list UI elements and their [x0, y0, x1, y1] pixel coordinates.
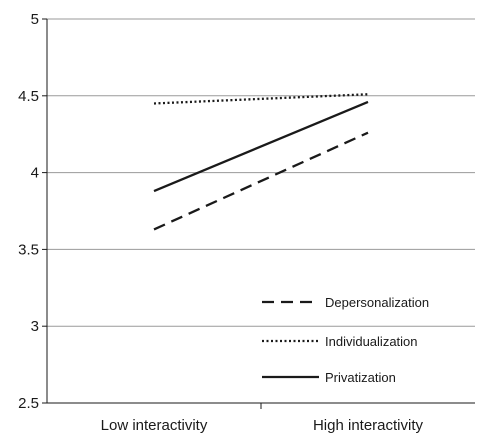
- y-tick-label: 5: [31, 11, 39, 28]
- x-tick-label: Low interactivity: [101, 417, 208, 433]
- gridlines: [47, 18, 475, 327]
- y-tick-label: 4: [31, 165, 39, 182]
- series-line-privatization: [153, 100, 369, 193]
- legend-label: Depersonalization: [325, 295, 429, 310]
- legend-label: Individualization: [325, 334, 418, 349]
- x-tick-label: High interactivity: [313, 417, 424, 433]
- x-tick-labels: Low interactivity High interactivity: [101, 417, 424, 433]
- y-tick-label: 3: [31, 318, 39, 335]
- axes: [42, 18, 475, 409]
- legend: Depersonalization Individualization Privat…: [262, 295, 429, 385]
- y-tick-label: 2.5: [18, 395, 39, 412]
- y-tick-label: 4.5: [18, 88, 39, 105]
- series-line-depersonalization: [153, 131, 369, 231]
- y-tick-label: 3.5: [18, 241, 39, 258]
- series-lines: [153, 93, 369, 231]
- y-tick-labels: 2.5 3 3.5 4 4.5 5: [18, 11, 39, 412]
- legend-label: Privatization: [325, 370, 396, 385]
